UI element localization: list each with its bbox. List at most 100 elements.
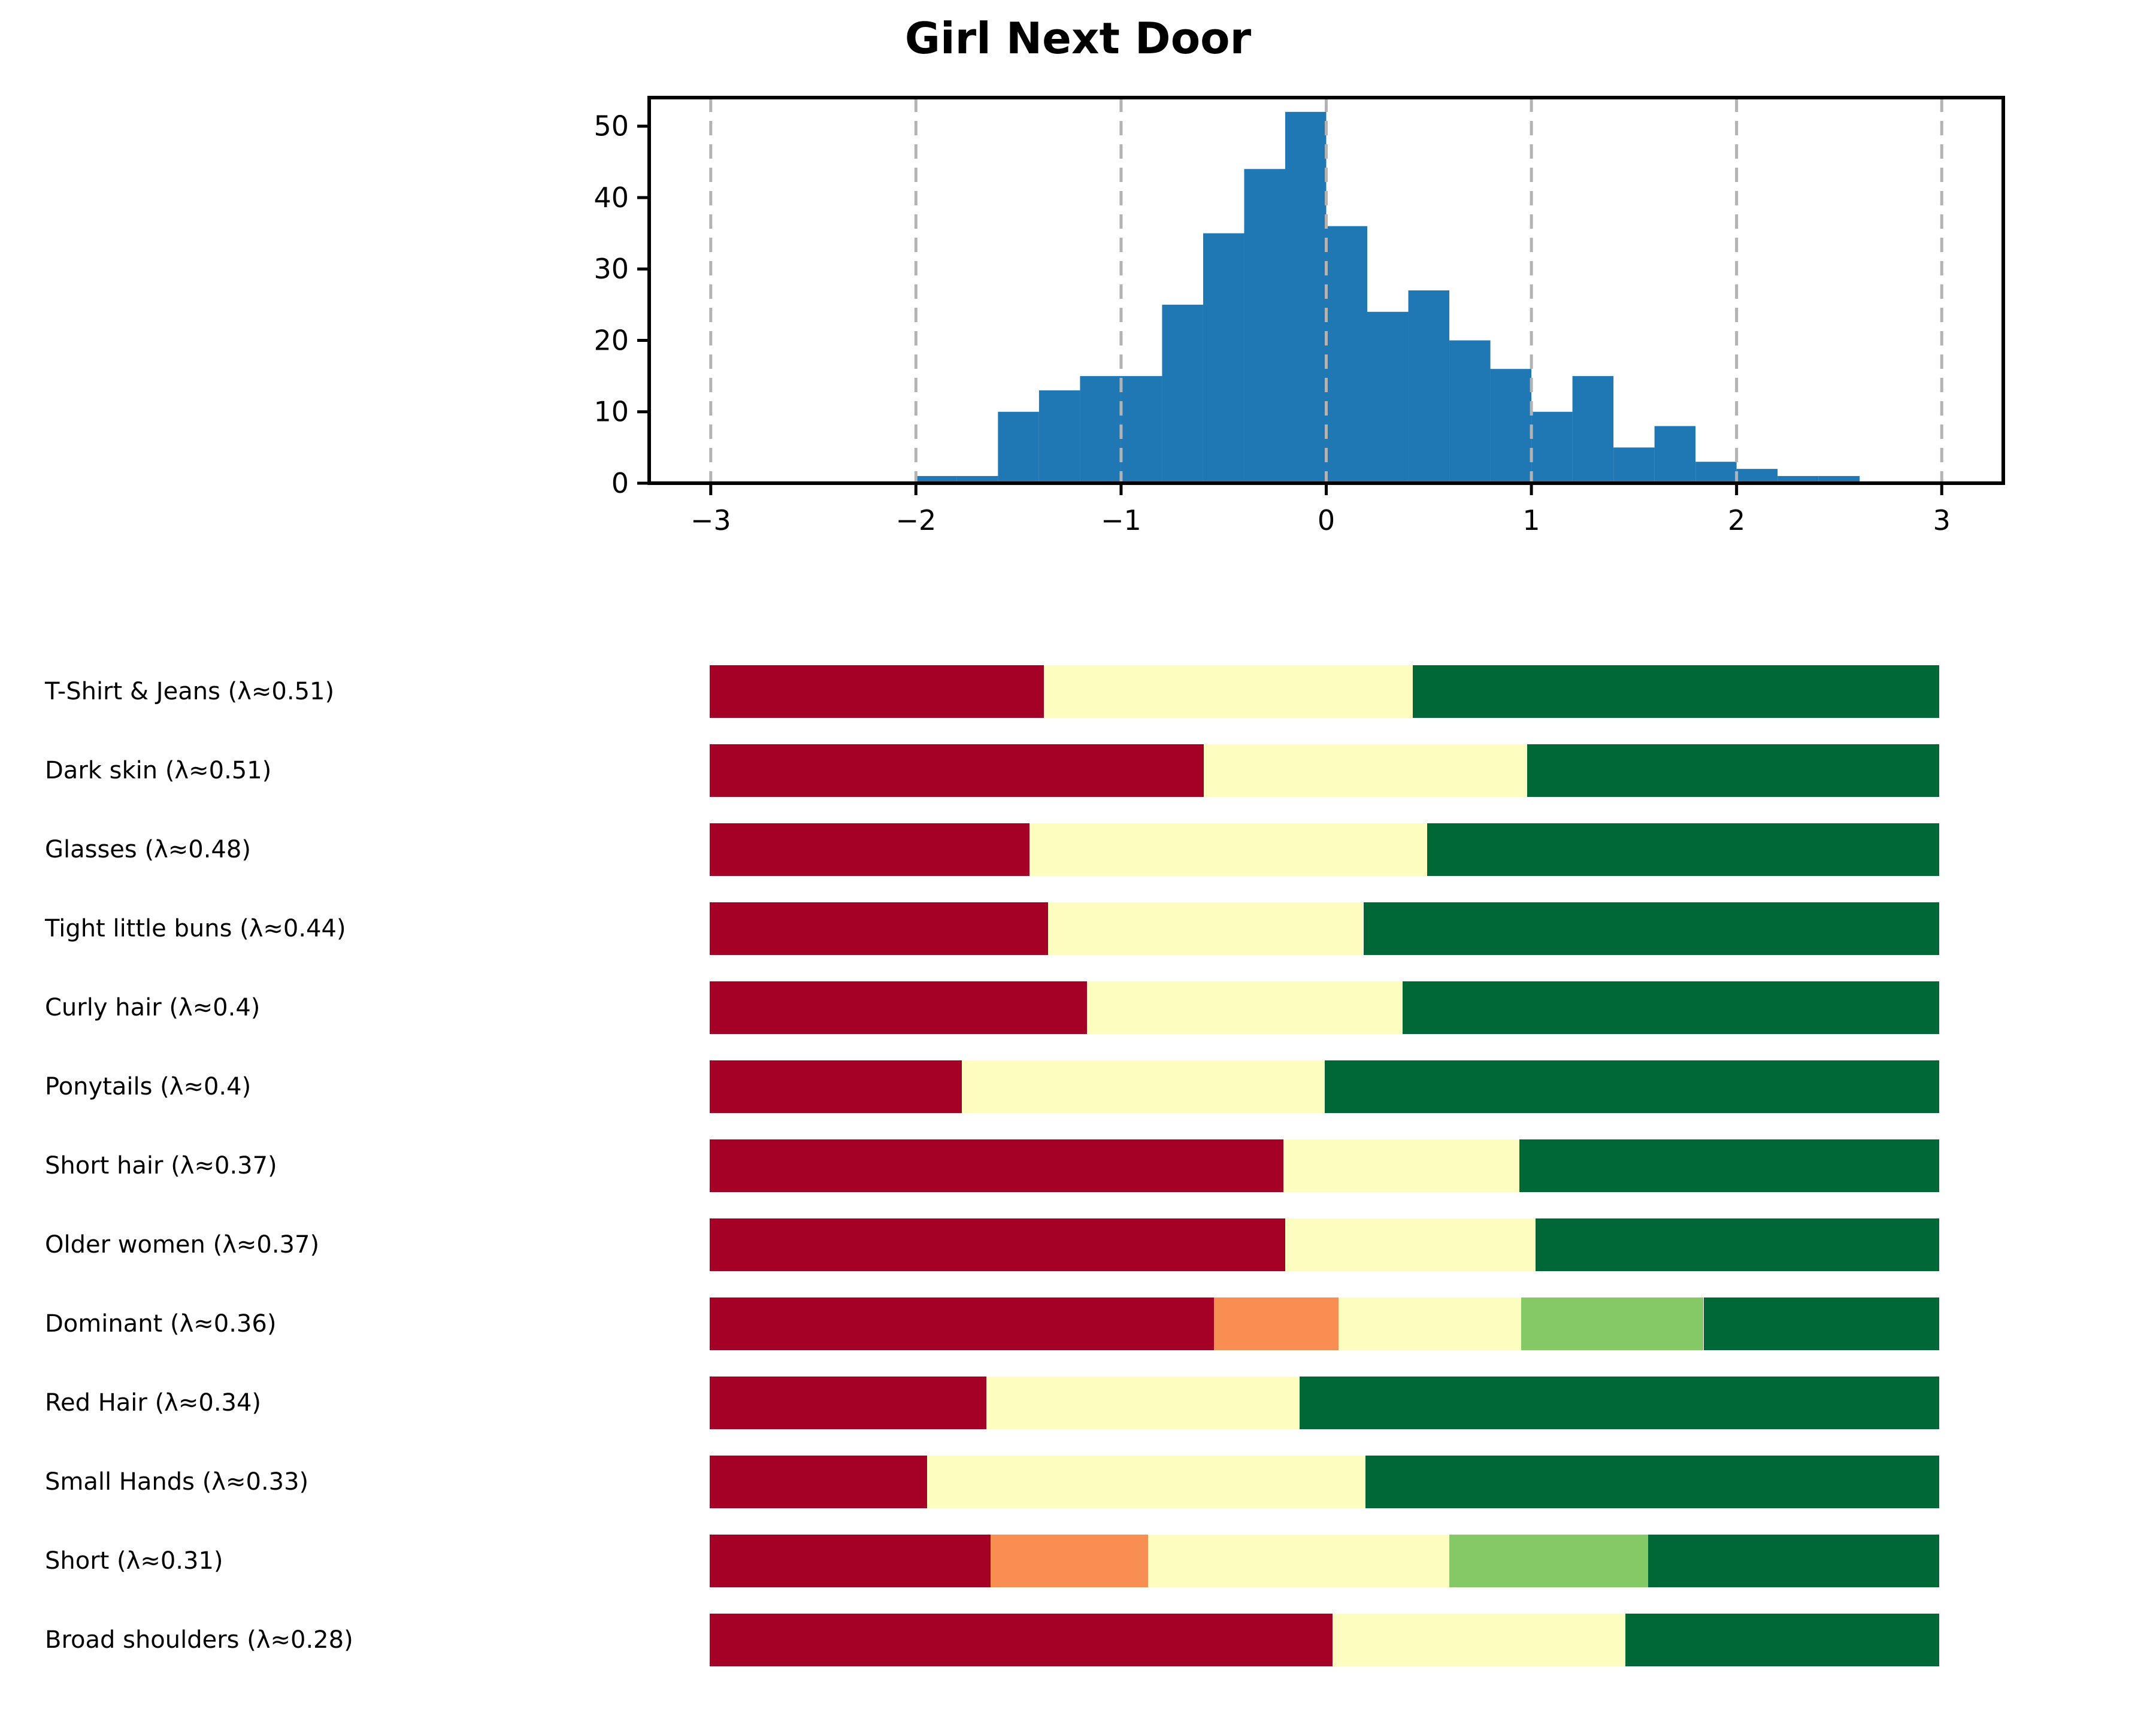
attribute-bar	[710, 1535, 1939, 1587]
bar-segment-dark_green	[1402, 981, 1939, 1034]
x-tick-label: 3	[1933, 504, 1951, 536]
bar-segment-yellow	[1285, 1218, 1536, 1271]
bar-segment-dark_green	[1324, 1060, 1939, 1113]
bar-segment-crimson	[710, 1456, 927, 1508]
bar-segment-yellow	[1203, 744, 1528, 797]
row-label: Small Hands (λ≈0.33)	[45, 1468, 309, 1496]
attribute-bar	[710, 1297, 1939, 1350]
y-tick-label: 10	[593, 396, 629, 428]
bar-segment-light_green	[1449, 1535, 1649, 1587]
bar-segment-yellow	[1148, 1535, 1450, 1587]
attribute-bar	[710, 1377, 1939, 1429]
row-label: Dark skin (λ≈0.51)	[45, 757, 272, 784]
row-label: Dominant (λ≈0.36)	[45, 1310, 277, 1338]
bar-segment-yellow	[1333, 1614, 1626, 1666]
bar-segment-crimson	[710, 1218, 1286, 1271]
histogram-bar	[1408, 290, 1450, 483]
bar-segment-yellow	[1043, 665, 1413, 718]
bar-segment-dark_green	[1625, 1614, 1939, 1666]
bar-segment-yellow	[1339, 1297, 1521, 1350]
histogram-bar	[1818, 476, 1860, 483]
bar-segment-dark_green	[1703, 1297, 1939, 1350]
attribute-bar	[710, 1060, 1939, 1113]
histogram-bar	[1162, 304, 1203, 483]
histogram-bar	[1531, 411, 1573, 483]
histogram-bar	[1203, 233, 1244, 483]
histogram-bar	[1572, 376, 1614, 483]
bar-segment-crimson	[710, 1139, 1284, 1192]
bar-segment-dark_green	[1365, 1456, 1939, 1508]
bar-segment-light_green	[1521, 1297, 1704, 1350]
bar-segment-yellow	[986, 1377, 1300, 1429]
bar-segment-crimson	[710, 981, 1087, 1034]
row-label: T-Shirt & Jeans (λ≈0.51)	[45, 678, 335, 705]
attribute-bar	[710, 1218, 1939, 1271]
histogram-bar	[1367, 311, 1409, 483]
x-tick-label: 2	[1728, 504, 1745, 536]
attribute-bar	[710, 823, 1939, 876]
bar-segment-yellow	[926, 1456, 1365, 1508]
bar-segment-crimson	[710, 1060, 962, 1113]
bar-segment-dark_green	[1363, 902, 1939, 955]
chart-title: Girl Next Door	[904, 13, 1252, 63]
bar-segment-dark_green	[1648, 1535, 1939, 1587]
y-tick-label: 30	[593, 253, 629, 285]
histogram-bar	[998, 411, 1039, 483]
y-tick-label: 20	[593, 324, 629, 356]
row-label: Tight little buns (λ≈0.44)	[45, 915, 346, 942]
histogram-bar	[1244, 169, 1285, 483]
y-tick-label: 40	[593, 181, 629, 214]
bar-segment-dark_green	[1527, 744, 1939, 797]
bar-segment-crimson	[710, 1535, 991, 1587]
bar-segment-dark_green	[1535, 1218, 1939, 1271]
bar-segment-yellow	[1047, 902, 1364, 955]
bar-segment-crimson	[710, 823, 1029, 876]
bar-segment-crimson	[710, 902, 1048, 955]
histogram-bar	[1613, 447, 1655, 483]
histogram-bar	[1778, 476, 1819, 483]
bar-segment-dark_green	[1427, 823, 1939, 876]
bar-segment-dark_green	[1412, 665, 1939, 718]
bar-segment-orange	[990, 1535, 1149, 1587]
histogram-bar	[1285, 111, 1327, 483]
row-label: Red Hair (λ≈0.34)	[45, 1389, 262, 1417]
row-label: Short hair (λ≈0.37)	[45, 1152, 277, 1180]
histogram-bar	[1121, 376, 1162, 483]
bar-segment-crimson	[710, 1614, 1333, 1666]
row-label: Ponytails (λ≈0.4)	[45, 1073, 252, 1101]
bar-segment-orange	[1213, 1297, 1339, 1350]
attribute-bar	[710, 744, 1939, 797]
histogram-bar	[1080, 376, 1121, 483]
x-tick-label: −3	[691, 504, 731, 536]
attribute-bar	[710, 665, 1939, 718]
histogram-bar	[916, 476, 957, 483]
attribute-bar	[710, 1456, 1939, 1508]
bar-segment-yellow	[961, 1060, 1325, 1113]
bar-segment-crimson	[710, 665, 1044, 718]
row-label: Curly hair (λ≈0.4)	[45, 994, 261, 1021]
x-tick-label: −1	[1101, 504, 1141, 536]
y-tick-label: 0	[611, 467, 629, 499]
bar-segment-crimson	[710, 744, 1204, 797]
bar-segment-yellow	[1283, 1139, 1519, 1192]
histogram-bar	[1449, 340, 1491, 483]
bar-segment-crimson	[710, 1297, 1214, 1350]
bar-segment-yellow	[1029, 823, 1427, 876]
attribute-bar	[710, 1139, 1939, 1192]
histogram-bar	[1326, 226, 1368, 483]
histogram-bar	[1490, 369, 1532, 483]
row-label: Glasses (λ≈0.48)	[45, 836, 251, 863]
x-tick-label: −2	[895, 504, 936, 536]
histogram-bar	[956, 476, 998, 483]
histogram-bar	[1038, 390, 1080, 483]
row-label: Older women (λ≈0.37)	[45, 1231, 320, 1259]
histogram-bar	[1736, 469, 1778, 483]
attribute-bar	[710, 981, 1939, 1034]
histogram-bar	[1695, 462, 1737, 483]
bar-segment-crimson	[710, 1377, 986, 1429]
attribute-bar	[710, 1614, 1939, 1666]
row-label: Short (λ≈0.31)	[45, 1547, 223, 1575]
x-tick-label: 0	[1318, 504, 1335, 536]
